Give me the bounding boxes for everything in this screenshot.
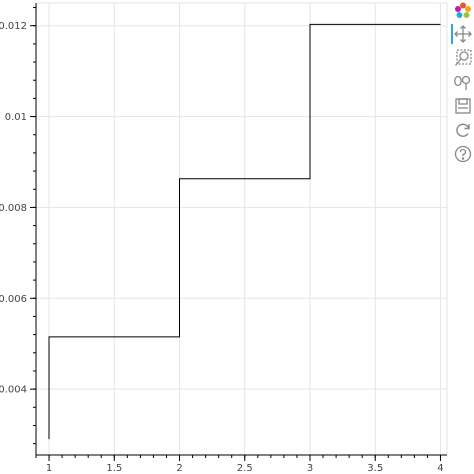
help-icon[interactable] — [453, 144, 473, 164]
x-tick-label: 3.5 — [367, 463, 383, 474]
bokeh-logo-icon[interactable] — [453, 1, 473, 21]
x-tick-label: 2.5 — [237, 463, 253, 474]
y-tick-label: 0.006 — [0, 294, 27, 305]
grid — [36, 3, 447, 455]
plot-frame — [35, 2, 448, 456]
axes: 1 1.5 2 2.5 3 3.5 4 0.004 0.006 0.008 0.01 0.012 — [0, 3, 447, 474]
active-tool-indicator — [451, 24, 453, 44]
box-zoom-icon[interactable] — [453, 48, 473, 68]
reset-icon[interactable] — [453, 120, 473, 140]
y-tick-label: 0.012 — [0, 21, 27, 32]
step-line — [48, 23, 441, 440]
x-tick-label: 1 — [46, 463, 52, 474]
wheel-zoom-icon[interactable] — [453, 72, 473, 92]
save-icon[interactable] — [453, 96, 473, 116]
x-tick-label: 4 — [437, 463, 443, 474]
x-tick-label: 1.5 — [106, 463, 122, 474]
y-tick-label: 0.008 — [0, 203, 27, 214]
x-tick-label: 3 — [307, 463, 313, 474]
pan-icon[interactable] — [453, 24, 473, 44]
y-tick-label: 0.004 — [0, 385, 27, 396]
series-layer — [48, 23, 441, 440]
y-tick-label: 0.01 — [5, 112, 27, 123]
toolbar — [451, 0, 474, 474]
x-tick-label: 2 — [176, 463, 182, 474]
